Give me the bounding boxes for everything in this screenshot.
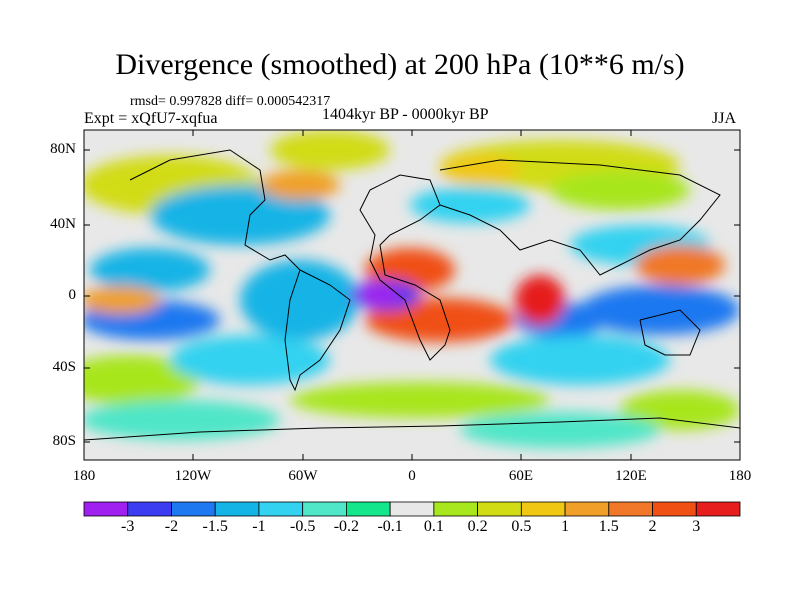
colorbar-swatch <box>345 501 391 517</box>
colorbar-label: 2 <box>648 518 657 535</box>
period-label: 1404kyr BP - 0000kyr BP <box>322 106 489 123</box>
experiment-label: Expt = xQfU7-xqfua <box>84 110 218 127</box>
field-patch <box>365 298 515 342</box>
lon-label: 120W <box>174 468 212 484</box>
colorbar-label: -1.5 <box>202 518 228 535</box>
lon-label: 60E <box>508 468 534 484</box>
colorbar-label: 0.5 <box>511 518 532 535</box>
colorbar-swatch <box>695 501 741 517</box>
colorbar-swatch <box>652 501 697 517</box>
field-patch <box>620 390 740 430</box>
colorbar-label: -2 <box>164 518 179 535</box>
field-patch <box>490 335 670 385</box>
lon-label: 180 <box>728 468 752 484</box>
lon-label: 60W <box>288 468 318 484</box>
axis-ticks <box>83 130 741 460</box>
colorbar-swatch <box>127 501 172 517</box>
colorbar-swatch <box>171 501 216 517</box>
colorbar-swatch <box>302 501 347 517</box>
lat-label: 80N <box>50 141 76 157</box>
colorbar-label: -0.5 <box>289 518 316 535</box>
colorbar-label: 3 <box>692 518 701 535</box>
colorbar-label: 1 <box>561 518 570 535</box>
lat-label: 80S <box>52 433 76 449</box>
south-america-coast <box>284 269 351 392</box>
field-patch <box>84 400 280 440</box>
colorbar-swatch <box>83 501 129 517</box>
colorbar <box>83 501 741 517</box>
colorbar-swatch <box>214 501 260 517</box>
field-patch <box>460 412 660 448</box>
australia-coast <box>639 309 701 356</box>
lon-label: 120E <box>615 468 647 484</box>
field-patch <box>84 286 160 314</box>
page-title: Divergence (smoothed) at 200 hPa (10**6 … <box>115 48 685 81</box>
colorbar-swatch <box>389 501 435 517</box>
field-patch <box>440 155 520 185</box>
field-patch <box>270 130 390 170</box>
field-patch <box>635 245 725 285</box>
colorbar-label: -1 <box>252 518 266 535</box>
north-america-coast <box>129 149 301 271</box>
colorbar-swatch <box>564 501 610 517</box>
field-patch <box>550 170 690 210</box>
field-patch <box>290 382 550 418</box>
africa-europe-coast <box>359 174 451 361</box>
field-patch <box>84 355 200 405</box>
field-patch <box>580 285 740 335</box>
field-patch <box>170 335 330 385</box>
colorbar-swatch <box>520 501 566 517</box>
colorbar-label: -3 <box>121 518 135 535</box>
stats-text: rmsd= 0.997828 diff= 0.000542317 <box>130 94 331 109</box>
colorbar-swatch <box>258 501 304 517</box>
antarctica-coast <box>84 417 740 441</box>
field-patch <box>240 260 360 340</box>
colorbar-label: 1.5 <box>598 518 619 535</box>
colorbar-swatch <box>608 501 653 517</box>
asia-coast <box>439 159 721 276</box>
colorbar-swatch <box>433 501 479 517</box>
field-patch <box>150 185 330 245</box>
divergence-field <box>84 130 740 448</box>
field-patch <box>260 170 340 200</box>
colorbar-label: 0.1 <box>423 518 444 535</box>
lat-label: 40S <box>52 359 76 375</box>
season-label: JJA <box>712 110 737 127</box>
field-patch <box>90 248 210 292</box>
field-patch <box>410 187 530 223</box>
lon-label: 0 <box>408 468 416 484</box>
coastlines <box>84 149 740 441</box>
colorbar-label: -0.2 <box>333 518 360 535</box>
lat-label: 40N <box>50 216 76 232</box>
field-patch <box>515 275 565 325</box>
colorbar-label: -0.1 <box>377 518 403 535</box>
lat-label: 0 <box>68 287 77 303</box>
colorbar-label: 0.2 <box>467 518 488 535</box>
lon-label: 180 <box>72 468 96 484</box>
colorbar-swatch <box>477 501 522 517</box>
field-patch <box>356 285 404 305</box>
